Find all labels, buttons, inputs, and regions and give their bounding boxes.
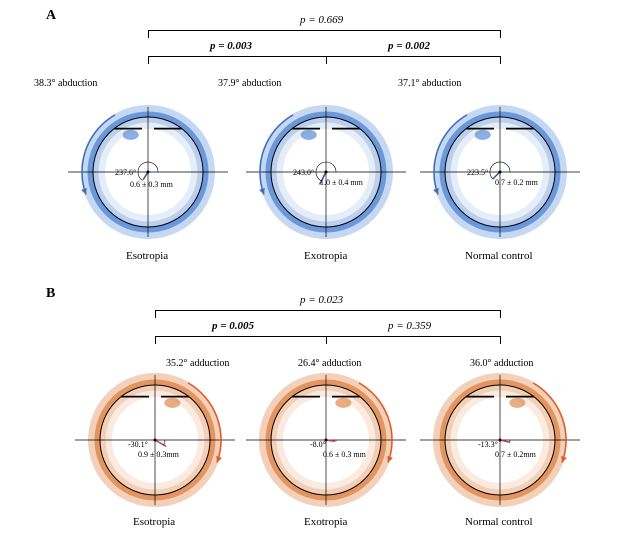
center-angle-a-2: 243.0°	[293, 168, 314, 177]
eye-b-2	[246, 360, 406, 520]
panel-letter-b: B	[46, 286, 55, 302]
center-offset-b-3: 0.7 ± 0.2mm	[495, 450, 536, 459]
center-offset-b-1: 0.9 ± 0.3mm	[138, 450, 179, 459]
pvalue-b-overall: p = 0.023	[300, 294, 343, 306]
center-offset-b-2: 0.6 ± 0.3 mm	[323, 450, 366, 459]
eye-a-1	[68, 92, 228, 252]
pvalue-b-right: p = 0.359	[388, 320, 431, 332]
center-offset-a-1: 0.6 ± 0.3 mm	[130, 180, 173, 189]
rot-label-a-1: 38.3° abduction	[34, 78, 97, 89]
group-a-1: Esotropia	[126, 250, 168, 262]
group-a-3: Normal control	[465, 250, 533, 262]
pvalue-b-left: p = 0.005	[212, 320, 254, 332]
center-angle-b-3: -13.3°	[478, 440, 498, 449]
rot-label-a-3: 37.1° abduction	[398, 78, 461, 89]
group-b-2: Exotropia	[304, 516, 347, 528]
eye-b-1	[75, 360, 235, 520]
eye-a-3	[420, 92, 580, 252]
center-angle-a-3: 223.5°	[467, 168, 488, 177]
center-offset-a-2: 1.0 ± 0.4 mm	[320, 178, 363, 187]
center-angle-b-2: -8.0°	[310, 440, 326, 449]
pvalue-a-left: p = 0.003	[210, 40, 252, 52]
center-offset-a-3: 0.7 ± 0.2 mm	[495, 178, 538, 187]
pvalue-a-overall: p = 0.669	[300, 14, 343, 26]
group-b-1: Esotropia	[133, 516, 175, 528]
panel-letter-a: A	[46, 8, 56, 24]
eye-b-3	[420, 360, 580, 520]
rot-label-a-2: 37.9° abduction	[218, 78, 281, 89]
group-b-3: Normal control	[465, 516, 533, 528]
center-angle-a-1: 237.6°	[115, 168, 136, 177]
eye-a-2	[246, 92, 406, 252]
figure: { "background_color": "#ffffff", "text_c…	[0, 0, 618, 537]
pvalue-a-right: p = 0.002	[388, 40, 430, 52]
center-angle-b-1: -30.1°	[128, 440, 148, 449]
group-a-2: Exotropia	[304, 250, 347, 262]
